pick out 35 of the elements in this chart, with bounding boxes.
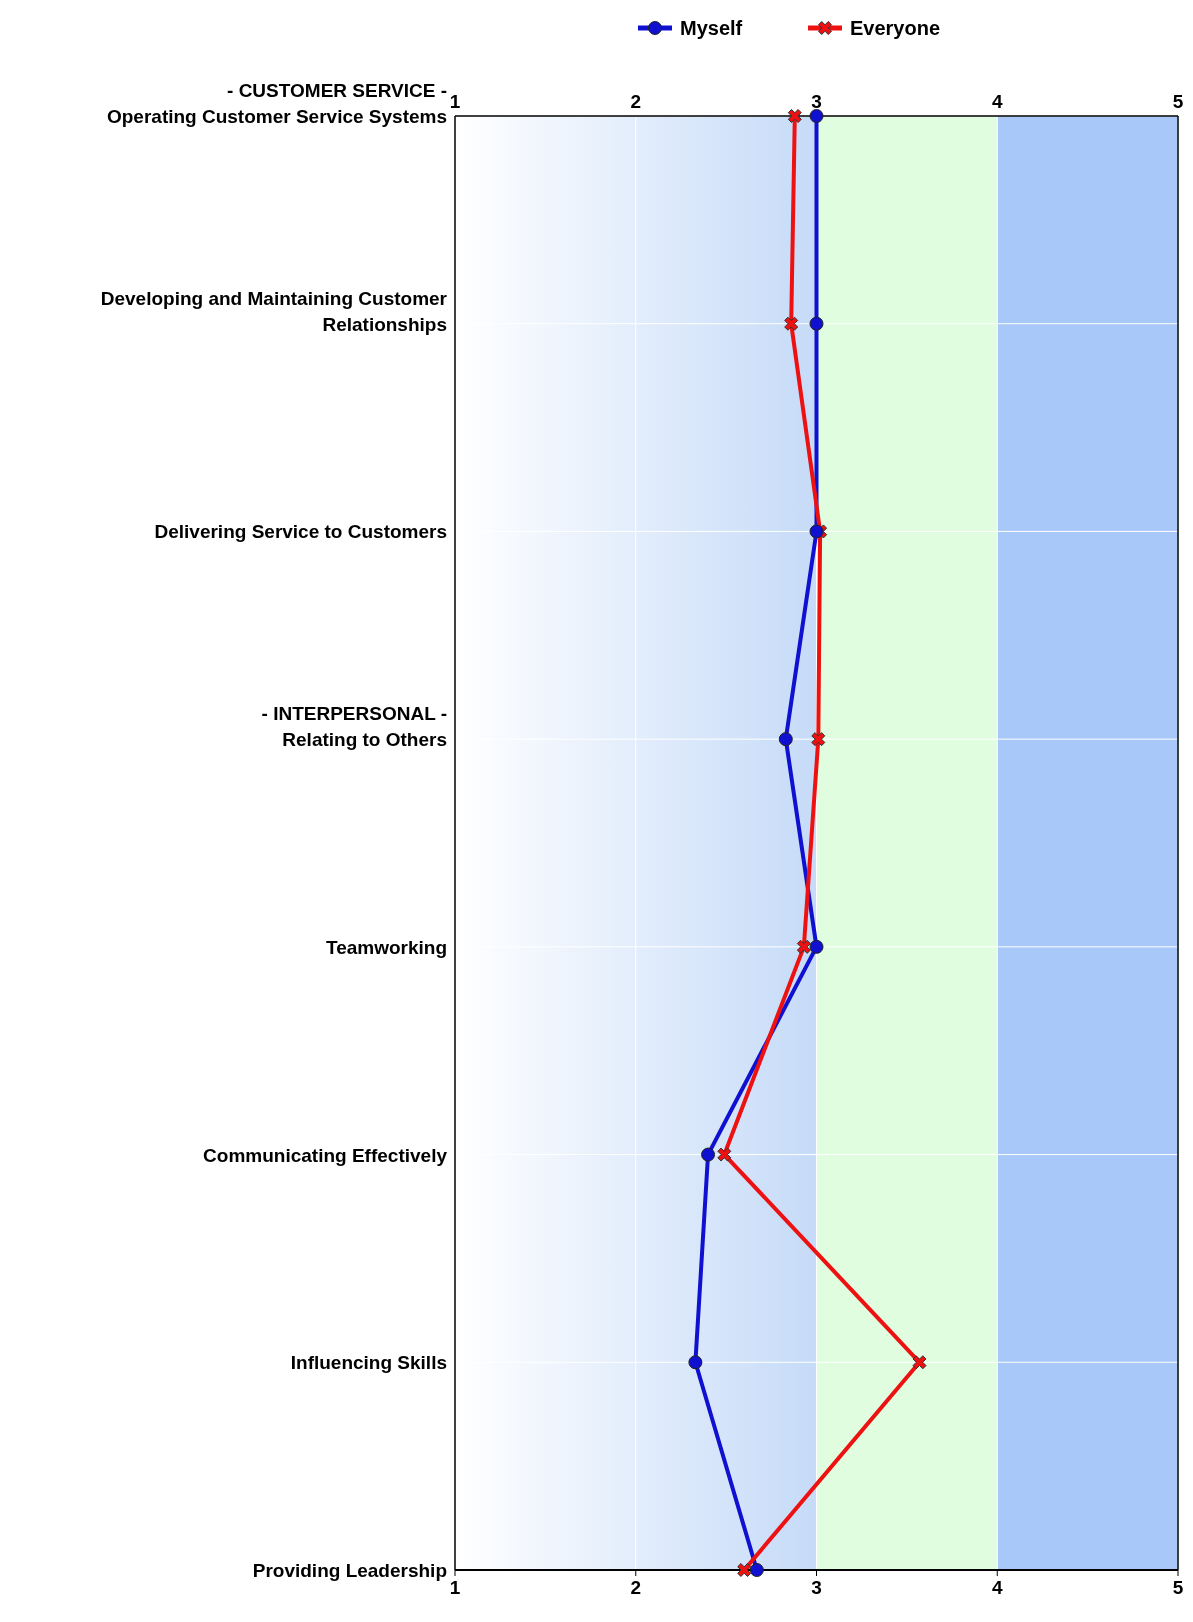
x-tick-label: 5 — [1172, 1577, 1184, 1598]
point — [809, 524, 824, 539]
y-tick-label: Delivering Service to Customers — [154, 521, 447, 543]
x-tick-label: 1 — [449, 1577, 461, 1598]
point — [809, 109, 824, 123]
y-tick-label: - CUSTOMER SERVICE - Operating Customer Service Systems — [106, 80, 447, 127]
x2-tick-label: 5 — [1172, 91, 1184, 112]
x2-tick-label: 3 — [811, 91, 822, 112]
point — [811, 732, 826, 747]
point — [778, 732, 793, 747]
x2-tick-label: 2 — [630, 91, 642, 112]
point — [701, 1147, 716, 1162]
x-tick-label: 2 — [630, 1577, 642, 1598]
point — [688, 1355, 703, 1370]
point — [737, 1563, 752, 1577]
point — [717, 1147, 732, 1162]
point — [784, 316, 799, 331]
x-tick-label: 3 — [811, 1577, 822, 1598]
y-tick-label: Teamworking — [325, 936, 447, 958]
x-tick-label: 4 — [991, 1577, 1003, 1598]
point — [787, 109, 802, 123]
legend-label: Myself — [680, 17, 743, 39]
point — [809, 939, 824, 954]
point — [749, 1563, 764, 1577]
legend-label: Everyone — [850, 17, 941, 39]
x2-tick-label: 4 — [991, 91, 1003, 112]
y-tick-label: - INTERPERSONAL - Relating to Others — [261, 703, 447, 751]
y-tick-label: Influencing Skills — [290, 1352, 447, 1374]
point — [796, 939, 811, 954]
y-tick-label: Providing Leadership — [252, 1560, 447, 1581]
y-tick-label: Developing and Maintaining Customer Relationships — [100, 287, 448, 335]
point — [809, 316, 824, 331]
point — [912, 1355, 927, 1370]
y-tick-label: Communicating Effectively — [203, 1144, 448, 1166]
x2-tick-label: 1 — [449, 91, 461, 112]
